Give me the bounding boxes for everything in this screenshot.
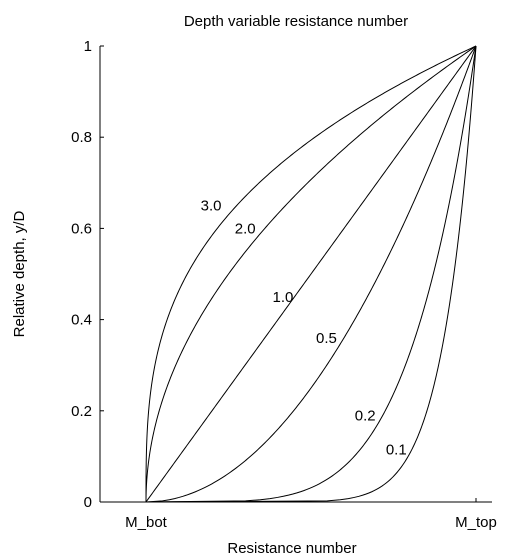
y-tick-label: 0.6 [71,220,92,237]
curve-n-0-5 [145,45,477,503]
curve-labels: 3.0 2.0 1.0 0.5 0.2 0.1 [201,198,407,459]
chart-title: Depth variable resistance number [184,13,408,30]
curve-annotation: 0.5 [316,330,337,347]
curves [145,45,477,503]
y-tick-label: 0.8 [71,129,92,146]
curve-n-0-2 [145,45,477,503]
curve-annotation: 0.1 [386,442,407,459]
curve-annotation: 2.0 [235,220,256,237]
x-tick-label: M_top [455,514,497,531]
y-tick-label: 0.2 [71,403,92,420]
x-tick-label: M_bot [125,514,168,531]
curve-n-0-1 [145,45,477,503]
x-axis-label: Resistance number [227,540,356,557]
curve-n-3-0 [145,45,477,502]
curve-annotation: 0.2 [355,407,376,424]
y-tick-label: 0 [84,494,92,511]
y-ticks: 0 0.2 0.4 0.6 0.8 1 [71,38,104,511]
y-tick-label: 0.4 [71,312,92,329]
curve-annotation: 3.0 [201,198,222,215]
x-ticks: M_bot M_top [125,498,497,531]
curve-annotation: 1.0 [273,289,294,306]
plot-area: 0 0.2 0.4 0.6 0.8 1 M_bot M_top 3.0 2.0 1.0 0.5 0.… [71,38,497,531]
y-tick-label: 1 [84,38,92,55]
curve-n-2-0 [145,45,477,502]
y-axis-label: Relative depth, y/D [11,210,28,337]
curve-n-1-0 [145,45,477,503]
